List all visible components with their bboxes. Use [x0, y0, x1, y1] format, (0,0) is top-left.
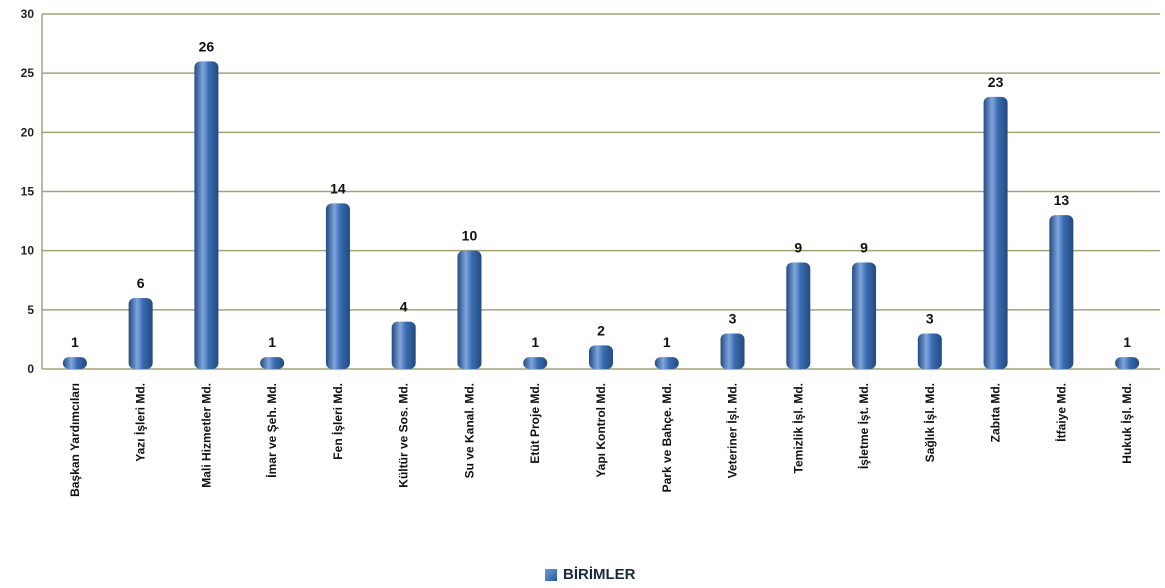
bar — [260, 357, 285, 369]
data-label: 2 — [597, 322, 605, 338]
bar — [128, 298, 153, 369]
category-label: Park ve Bahçe. Md. — [660, 383, 674, 492]
category-label: Temizlik İşl. Md. — [790, 383, 805, 473]
data-label: 1 — [663, 334, 671, 350]
data-label: 23 — [988, 74, 1004, 90]
bar — [391, 321, 416, 369]
category-label: Kültür ve Sos. Md. — [397, 383, 411, 488]
category-label: Zabıta Md. — [989, 383, 1003, 442]
grid-lines — [41, 13, 1160, 370]
data-label: 14 — [330, 180, 346, 196]
bar — [589, 345, 613, 369]
bar — [917, 333, 942, 369]
bar — [523, 357, 548, 369]
category-label: Yapı Kontrol Md. — [594, 383, 608, 478]
y-tick-label: 25 — [21, 66, 35, 80]
bar — [786, 262, 811, 369]
category-labels: Başkan Yardımcıları Yazı İşleri Md. Mali H… — [68, 383, 1134, 497]
data-label: 6 — [137, 275, 145, 291]
category-label: Başkan Yardımcıları — [68, 383, 82, 497]
y-tick-label: 30 — [21, 7, 35, 21]
y-tick-label: 10 — [21, 244, 35, 258]
category-label: Yazı İşleri Md. — [133, 383, 148, 462]
category-label: Mali Hizmetler Md. — [199, 383, 213, 488]
bar — [457, 250, 482, 369]
data-label: 26 — [199, 38, 215, 54]
data-label: 3 — [729, 311, 737, 327]
y-axis-ticks: 0 5 10 15 20 25 30 — [21, 7, 35, 376]
data-label: 3 — [926, 311, 934, 327]
legend-swatch — [545, 568, 557, 581]
category-label: Etüt Proje Md. — [528, 383, 542, 464]
y-tick-label: 0 — [27, 362, 34, 376]
data-label: 1 — [1123, 334, 1131, 350]
bar — [720, 333, 745, 369]
bar — [983, 96, 1008, 369]
y-tick-label: 15 — [21, 185, 35, 199]
bar — [62, 357, 87, 369]
data-label: 9 — [860, 240, 868, 256]
data-label: 9 — [794, 240, 802, 256]
bar — [325, 203, 350, 369]
data-label: 1 — [268, 334, 276, 350]
data-label: 4 — [400, 299, 408, 315]
category-label: Sağlık İşl. Md. — [922, 383, 937, 462]
data-label: 1 — [531, 334, 539, 350]
category-label: Fen İşleri Md. — [330, 383, 345, 460]
data-label: 10 — [462, 228, 478, 244]
category-label: Su ve Kanal. Md. — [462, 383, 476, 478]
category-label: İmar ve Şeh. Md. — [264, 383, 279, 478]
legend-series-name: BİRİMLER — [563, 566, 636, 583]
data-label: 1 — [71, 334, 79, 350]
category-label: İşletme İşt. Md. — [856, 383, 871, 469]
bar — [852, 262, 877, 369]
y-tick-label: 20 — [21, 125, 35, 139]
bar — [1115, 357, 1140, 369]
data-label: 13 — [1054, 192, 1070, 208]
bar — [654, 357, 679, 369]
category-label: İtfaiye Md. — [1053, 383, 1068, 442]
category-label: Hukuk İşl. Md. — [1119, 383, 1134, 464]
category-label: Veteriner İşl. Md. — [725, 383, 740, 478]
bar — [194, 61, 219, 369]
bars — [62, 61, 1140, 369]
legend: BİRİMLER — [545, 566, 636, 583]
y-tick-label: 5 — [27, 303, 34, 317]
bar — [1049, 215, 1074, 369]
